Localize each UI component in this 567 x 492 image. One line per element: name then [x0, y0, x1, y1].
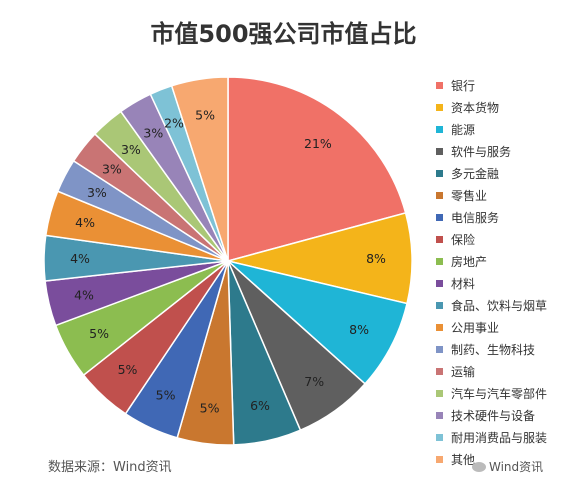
legend-item: 零售业 — [436, 184, 547, 206]
slice-value-label: 4% — [75, 215, 95, 230]
legend-label: 软件与服务 — [451, 144, 512, 159]
legend-label: 汽车与汽车零部件 — [451, 386, 548, 401]
pie-labels: 21%8%8%7%6%5%5%5%5%4%4%4%3%3%3%3%2%5% — [70, 107, 386, 415]
slice-value-label: 3% — [102, 162, 122, 177]
legend-swatch — [436, 345, 443, 353]
pie-slice — [170, 76, 229, 262]
legend-swatch — [436, 103, 443, 111]
legend-label: 零售业 — [451, 188, 488, 203]
legend-item: 银行 — [436, 74, 547, 96]
legend-swatch — [436, 433, 443, 441]
slice-value-label: 3% — [143, 126, 163, 141]
legend-swatch — [436, 147, 443, 155]
legend: 银行资本货物能源软件与服务多元金融零售业电信服务保险房地产材料食品、饮料与烟草公… — [436, 74, 547, 470]
legend-item: 资本货物 — [436, 96, 547, 118]
slice-value-label: 5% — [200, 400, 220, 415]
legend-item: 汽车与汽车零部件 — [436, 382, 547, 404]
slice-value-label: 8% — [349, 322, 369, 337]
legend-label: 其他 — [451, 452, 476, 467]
slice-value-label: 5% — [156, 388, 176, 403]
legend-swatch — [436, 411, 443, 419]
slice-value-label: 5% — [118, 362, 138, 377]
legend-item: 耐用消费品与服装 — [436, 426, 547, 448]
legend-item: 电信服务 — [436, 206, 547, 228]
legend-item: 多元金融 — [436, 162, 547, 184]
legend-label: 房地产 — [451, 254, 488, 269]
slice-value-label: 4% — [74, 288, 94, 303]
legend-item: 技术硬件与设备 — [436, 404, 547, 426]
legend-swatch — [436, 125, 443, 133]
legend-label: 银行 — [451, 78, 476, 93]
slice-value-label: 8% — [366, 251, 386, 266]
legend-label: 材料 — [451, 276, 476, 291]
pie-slice — [227, 260, 408, 385]
legend-swatch — [436, 455, 443, 463]
legend-label: 公用事业 — [451, 320, 500, 335]
legend-label: 食品、饮料与烟草 — [451, 298, 548, 313]
pie-slice — [227, 76, 407, 262]
legend-label: 技术硬件与设备 — [451, 408, 536, 423]
slice-value-label: 4% — [70, 251, 90, 266]
slice-value-label: 7% — [304, 374, 324, 389]
slice-value-label: 5% — [89, 326, 109, 341]
legend-label: 电信服务 — [451, 210, 500, 225]
legend-label: 能源 — [451, 122, 476, 137]
legend-swatch — [436, 279, 443, 287]
legend-label: 多元金融 — [451, 166, 500, 181]
legend-item: 房地产 — [436, 250, 547, 272]
pie-slices — [43, 76, 413, 446]
legend-swatch — [436, 389, 443, 397]
legend-item: 公用事业 — [436, 316, 547, 338]
legend-label: 资本货物 — [451, 100, 500, 115]
legend-swatch — [436, 367, 443, 375]
legend-swatch — [436, 81, 443, 89]
legend-label: 运输 — [451, 364, 476, 379]
legend-label: 保险 — [451, 232, 476, 247]
wechat-icon — [472, 461, 486, 472]
legend-swatch — [436, 257, 443, 265]
wind-logo: Wind资讯 — [472, 458, 543, 475]
legend-swatch — [436, 169, 443, 177]
slice-value-label: 3% — [87, 185, 107, 200]
legend-label: 耐用消费品与服装 — [451, 430, 548, 445]
slice-value-label: 5% — [195, 107, 215, 122]
legend-swatch — [436, 191, 443, 199]
legend-item: 其他 — [436, 448, 547, 470]
pie-slice — [227, 212, 413, 305]
legend-item: 保险 — [436, 228, 547, 250]
legend-item: 材料 — [436, 272, 547, 294]
slice-value-label: 21% — [304, 136, 332, 151]
legend-item: 食品、饮料与烟草 — [436, 294, 547, 316]
legend-swatch — [436, 323, 443, 331]
legend-swatch — [436, 213, 443, 221]
chart-title: 市值500强公司市值占比 — [150, 20, 417, 48]
logo-text: Wind资讯 — [489, 460, 544, 474]
legend-label: 制药、生物科技 — [451, 342, 536, 357]
legend-item: 运输 — [436, 360, 547, 382]
source-note: 数据来源：Wind资讯 — [48, 460, 172, 475]
legend-item: 能源 — [436, 118, 547, 140]
slice-value-label: 2% — [164, 116, 184, 131]
legend-swatch — [436, 301, 443, 309]
slice-value-label: 6% — [250, 398, 270, 413]
slice-value-label: 3% — [121, 142, 141, 157]
legend-item: 制药、生物科技 — [436, 338, 547, 360]
legend-item: 软件与服务 — [436, 140, 547, 162]
legend-swatch — [436, 235, 443, 243]
